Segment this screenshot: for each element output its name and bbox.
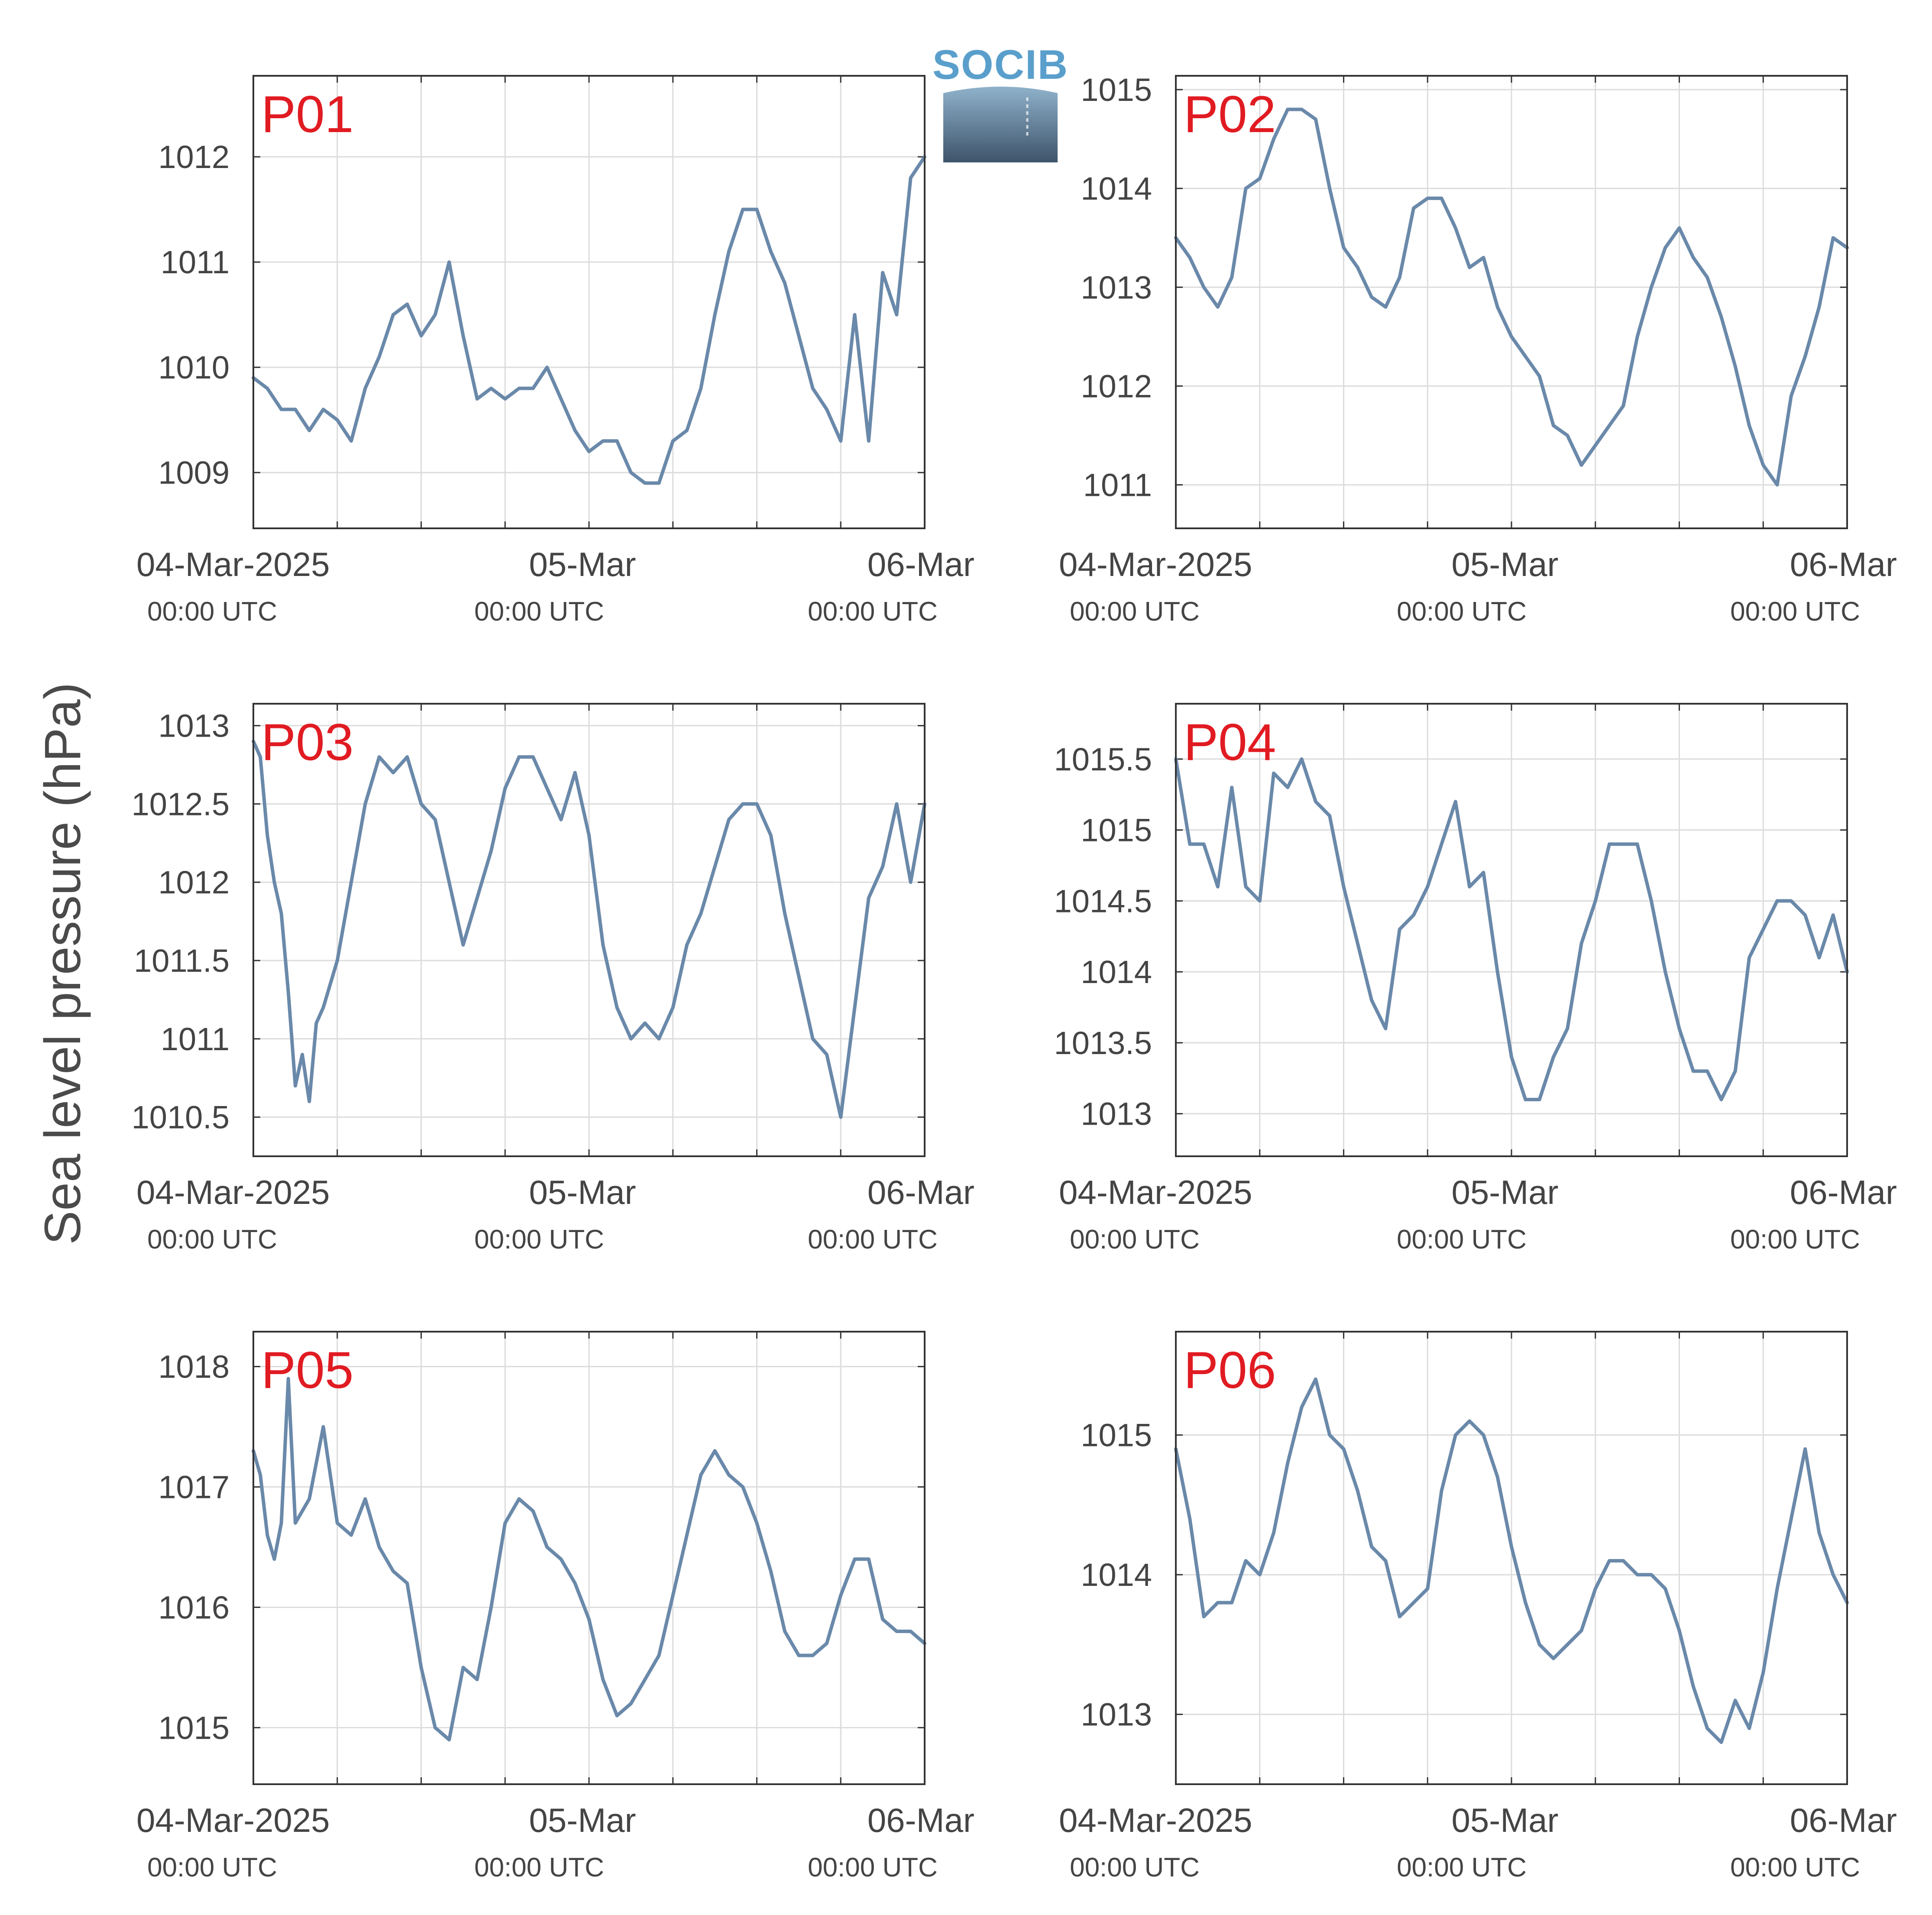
x-tick-label-date: 04-Mar-2025	[1059, 1173, 1252, 1211]
panel-label: P01	[261, 85, 354, 143]
y-tick-label: 1016	[158, 1589, 230, 1625]
chart-panel-p04: 1013 1013.5 1014 1014.5 1015 1015.5 P04 04-Mar-…	[1054, 703, 1897, 1255]
y-tick-label: 1012	[158, 864, 230, 900]
x-tick-label-time: 00:00 UTC	[1070, 1225, 1200, 1255]
chart-panel-p05: 1015 1016 1017 1018 P05 04-Mar-2025 00:00 UTC 0…	[136, 1331, 974, 1883]
y-tick-label: 1011	[1083, 467, 1152, 503]
y-tick-label: 1014.5	[1054, 883, 1152, 919]
x-tick-label-date: 05-Mar	[1451, 545, 1558, 583]
x-tick-label-time: 00:00 UTC	[147, 1225, 277, 1255]
y-tick-label: 1009	[158, 455, 230, 491]
pressure-line-p03	[252, 739, 926, 1119]
y-tick-label: 1011.5	[134, 943, 230, 979]
y-tick-label: 1013	[158, 708, 230, 744]
plot-frame	[1175, 1331, 1848, 1785]
socib-logo: SOCIB	[932, 42, 1068, 162]
y-tick-label: 1015.5	[1054, 741, 1152, 777]
y-tick-label: 1012	[1081, 368, 1152, 404]
x-tick-label-time: 00:00 UTC	[474, 597, 604, 627]
x-tick-label-time: 00:00 UTC	[808, 1225, 938, 1255]
pressure-line-p05	[252, 1377, 926, 1742]
x-tick-label-time: 00:00 UTC	[147, 1853, 277, 1883]
y-tick-label: 1013.5	[1054, 1025, 1152, 1061]
x-tick-label-date: 05-Mar	[529, 1801, 636, 1839]
panel-label: P02	[1184, 85, 1276, 143]
panel-label: P03	[261, 713, 354, 771]
y-tick-label: 1014	[1081, 1557, 1152, 1593]
y-tick-label: 1011	[161, 244, 230, 280]
y-tick-label: 1015	[1081, 812, 1152, 848]
x-tick-label-time: 00:00 UTC	[808, 1853, 938, 1883]
pressure-line-p06	[1174, 1377, 1849, 1744]
x-tick-label-date: 06-Mar	[1790, 1801, 1897, 1839]
x-tick-label-date: 04-Mar-2025	[1059, 1801, 1252, 1839]
x-tick-label-time: 00:00 UTC	[1730, 597, 1860, 627]
pressure-line-p02	[1174, 107, 1849, 487]
socib-logo-text: SOCIB	[932, 42, 1068, 88]
y-tick-label: 1017	[158, 1469, 230, 1505]
x-tick-label-date: 06-Mar	[867, 1173, 974, 1211]
chart-panel-p02: 1011 1012 1013 1014 1015 P02 04-Mar-2025 00:00 …	[1059, 72, 1897, 627]
pressure-line-p04	[1174, 757, 1849, 1101]
x-tick-label-date: 06-Mar	[1790, 545, 1897, 583]
pressure-line-p01	[252, 155, 926, 485]
x-tick-label-date: 05-Mar	[529, 545, 636, 583]
plot-frame	[1175, 703, 1848, 1157]
y-tick-label: 1018	[158, 1349, 230, 1385]
y-axis-label: Sea level pressure (hPa)	[34, 683, 91, 1245]
y-tick-label: 1010	[158, 349, 230, 385]
x-tick-label-date: 06-Mar	[867, 545, 974, 583]
chart-panel-p01: 1009 1010 1011 1012 P01 04-Mar-2025 00:00 UTC 0…	[136, 75, 974, 627]
y-tick-label: 1013	[1081, 1096, 1152, 1132]
x-tick-label-time: 00:00 UTC	[808, 597, 938, 627]
x-tick-label-time: 00:00 UTC	[147, 597, 277, 627]
x-tick-label-time: 00:00 UTC	[1730, 1853, 1860, 1883]
x-tick-label-time: 00:00 UTC	[1070, 1853, 1200, 1883]
y-tick-label: 1012	[158, 139, 230, 175]
x-tick-label-time: 00:00 UTC	[1070, 597, 1200, 627]
chart-panel-p03: 1010.5 1011 1011.5 1012 1012.5 1013 P03 04-Mar-…	[132, 703, 974, 1255]
socib-logo-wave	[943, 87, 1058, 162]
y-tick-label: 1012.5	[132, 786, 230, 822]
x-tick-label-date: 04-Mar-2025	[1059, 545, 1252, 583]
x-tick-label-date: 04-Mar-2025	[136, 1173, 330, 1211]
x-tick-label-date: 05-Mar	[529, 1173, 636, 1211]
plot-frame	[252, 1331, 926, 1785]
x-tick-label-time: 00:00 UTC	[474, 1853, 604, 1883]
x-tick-label-date: 04-Mar-2025	[136, 1801, 330, 1839]
plot-frame	[252, 75, 926, 529]
plot-frame	[1175, 75, 1848, 529]
y-tick-label: 1014	[1081, 171, 1152, 207]
x-tick-label-date: 05-Mar	[1451, 1801, 1558, 1839]
y-tick-label: 1011	[161, 1021, 230, 1057]
y-tick-label: 1013	[1081, 269, 1152, 305]
plot-frame	[252, 703, 926, 1157]
x-tick-label-date: 06-Mar	[867, 1801, 974, 1839]
y-tick-label: 1015	[1081, 1417, 1152, 1453]
y-tick-label: 1015	[158, 1710, 230, 1746]
chart-panel-p06: 1013 1014 1015 P06 04-Mar-2025 00:00 UTC 05-Ma…	[1059, 1331, 1897, 1883]
y-tick-label: 1015	[1081, 72, 1152, 108]
x-tick-label-date: 06-Mar	[1790, 1173, 1897, 1211]
y-tick-label: 1010.5	[132, 1100, 230, 1135]
x-tick-label-date: 04-Mar-2025	[136, 545, 330, 583]
x-tick-label-time: 00:00 UTC	[474, 1225, 604, 1255]
y-tick-label: 1013	[1081, 1697, 1152, 1733]
x-tick-label-time: 00:00 UTC	[1397, 1225, 1527, 1255]
x-tick-label-date: 05-Mar	[1451, 1173, 1558, 1211]
x-tick-label-time: 00:00 UTC	[1730, 1225, 1860, 1255]
x-tick-label-time: 00:00 UTC	[1397, 597, 1527, 627]
y-tick-label: 1014	[1081, 954, 1152, 990]
panel-label: P05	[261, 1341, 354, 1399]
x-tick-label-time: 00:00 UTC	[1397, 1853, 1527, 1883]
panel-label: P06	[1184, 1341, 1276, 1399]
panel-label: P04	[1184, 713, 1276, 771]
